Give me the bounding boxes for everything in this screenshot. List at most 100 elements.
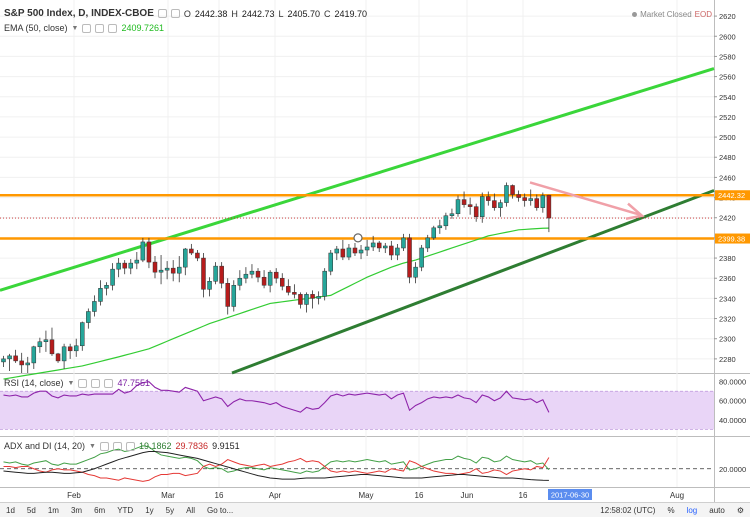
close-icon[interactable] [125, 441, 135, 451]
candle[interactable] [73, 338, 79, 357]
candle[interactable] [116, 258, 121, 278]
eye-icon[interactable] [78, 378, 88, 388]
percent-toggle[interactable]: % [667, 505, 675, 515]
candle[interactable] [322, 268, 327, 301]
candle[interactable] [219, 262, 224, 289]
candle[interactable] [364, 239, 370, 257]
candle[interactable] [316, 291, 321, 305]
candle[interactable] [134, 252, 140, 270]
candle[interactable] [31, 345, 37, 369]
upper-channel-line[interactable] [0, 67, 715, 292]
range-5d[interactable]: 5d [26, 505, 36, 515]
candle[interactable] [479, 192, 485, 223]
candle[interactable] [67, 343, 73, 359]
candle[interactable] [383, 242, 388, 254]
candle[interactable] [1, 355, 6, 367]
candle[interactable] [486, 191, 491, 206]
candle[interactable] [540, 192, 546, 213]
visibility-icon[interactable] [157, 9, 167, 18]
candle[interactable] [280, 273, 285, 291]
eye-icon[interactable] [82, 23, 92, 33]
range-1m[interactable]: 1m [47, 505, 59, 515]
settings-icon[interactable] [170, 9, 180, 18]
candle[interactable] [86, 308, 91, 329]
range-1y[interactable]: 1y [145, 505, 154, 515]
candle[interactable] [61, 343, 67, 369]
candle[interactable] [7, 353, 12, 371]
candle[interactable] [207, 277, 212, 297]
candle[interactable] [261, 270, 267, 289]
candle[interactable] [455, 195, 461, 217]
candle[interactable] [522, 193, 527, 207]
gear-icon[interactable] [112, 441, 122, 451]
candle[interactable] [340, 239, 346, 261]
gear-icon[interactable] [91, 378, 101, 388]
goto-button[interactable]: Go to... [206, 505, 234, 515]
price-pane[interactable] [0, 67, 715, 380]
candle[interactable] [243, 267, 249, 284]
rsi-pane[interactable] [0, 381, 714, 430]
candle[interactable] [425, 234, 430, 253]
candle[interactable] [401, 233, 406, 252]
candle[interactable] [43, 330, 49, 352]
candle[interactable] [213, 262, 218, 285]
candle[interactable] [170, 260, 176, 282]
candle[interactable] [104, 282, 109, 296]
candle[interactable] [298, 292, 303, 309]
candle[interactable] [346, 243, 352, 261]
candle[interactable] [273, 268, 279, 284]
auto-toggle[interactable]: auto [709, 505, 725, 515]
candle[interactable] [370, 235, 376, 252]
close-icon[interactable] [104, 378, 114, 388]
candle[interactable] [49, 327, 55, 356]
candle[interactable] [98, 280, 103, 306]
candle[interactable] [437, 219, 443, 234]
gear-icon[interactable] [95, 23, 105, 33]
candle[interactable] [92, 295, 97, 317]
candle[interactable] [376, 240, 382, 253]
range-3m[interactable]: 3m [70, 505, 83, 515]
eye-icon[interactable] [99, 441, 109, 451]
candle[interactable] [13, 349, 18, 363]
candle[interactable] [413, 262, 418, 284]
lower-channel-line[interactable] [231, 189, 715, 375]
candle[interactable] [461, 191, 467, 208]
range-1d[interactable]: 1d [6, 505, 15, 515]
candle[interactable] [128, 259, 134, 275]
candle[interactable] [449, 208, 455, 219]
candle[interactable] [255, 268, 261, 283]
candle[interactable] [164, 261, 170, 280]
candle[interactable] [492, 193, 497, 211]
candle[interactable] [152, 256, 158, 279]
candle[interactable] [183, 247, 188, 276]
candle[interactable] [358, 244, 364, 260]
candle[interactable] [473, 203, 479, 222]
candle[interactable] [267, 270, 273, 293]
candle[interactable] [334, 245, 340, 261]
log-toggle[interactable]: log [686, 505, 698, 515]
candle[interactable] [158, 255, 164, 285]
candle[interactable] [80, 321, 85, 351]
candle[interactable] [352, 242, 358, 257]
adx-pane[interactable] [0, 445, 714, 482]
candle[interactable] [443, 212, 449, 230]
candle[interactable] [310, 290, 315, 309]
range-5y[interactable]: 5y [165, 505, 175, 515]
candle[interactable] [467, 197, 473, 215]
candle[interactable] [122, 260, 127, 275]
range-all[interactable]: All [186, 505, 195, 515]
range-6m[interactable]: 6m [94, 505, 106, 515]
candle[interactable] [55, 352, 61, 363]
candle[interactable] [189, 243, 194, 256]
candle[interactable] [19, 352, 24, 373]
candle[interactable] [395, 243, 400, 261]
candle[interactable] [546, 194, 552, 233]
candle[interactable] [201, 253, 206, 298]
settings-gear-icon[interactable]: ⚙ [736, 505, 744, 515]
candle[interactable] [419, 244, 424, 272]
candle[interactable] [510, 184, 515, 199]
candle[interactable] [328, 250, 333, 276]
candle[interactable] [225, 278, 230, 315]
chevron-down-icon[interactable]: ▼ [71, 24, 79, 32]
